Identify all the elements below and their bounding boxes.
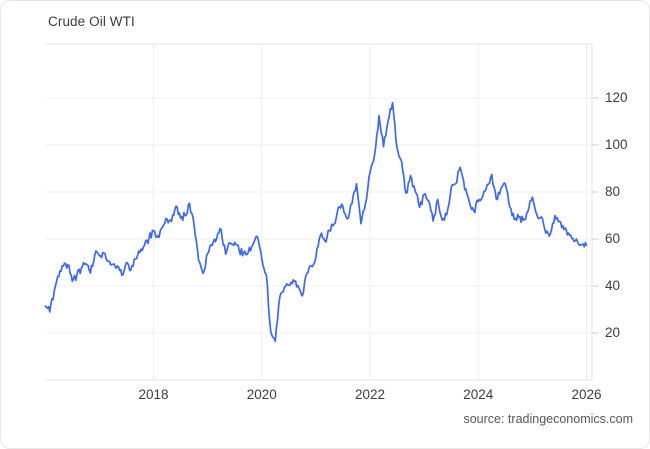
x-axis-label: 2018 (138, 387, 169, 402)
source-link[interactable]: source: tradingeconomics.com (463, 412, 633, 426)
y-axis-label: 20 (605, 325, 621, 340)
y-axis-label: 40 (605, 278, 621, 293)
x-axis-label: 2024 (463, 387, 494, 402)
y-axis-label: 80 (605, 184, 621, 199)
x-axis-label: 2022 (354, 387, 386, 402)
y-axis-label: 120 (605, 90, 628, 105)
y-axis-label: 100 (605, 137, 628, 152)
x-axis-label: 2026 (571, 387, 602, 402)
x-axis-label: 2020 (246, 387, 277, 402)
chart-title: Crude Oil WTI (48, 14, 135, 29)
y-axis-label: 60 (605, 231, 621, 246)
price-series-line (44, 101, 588, 343)
